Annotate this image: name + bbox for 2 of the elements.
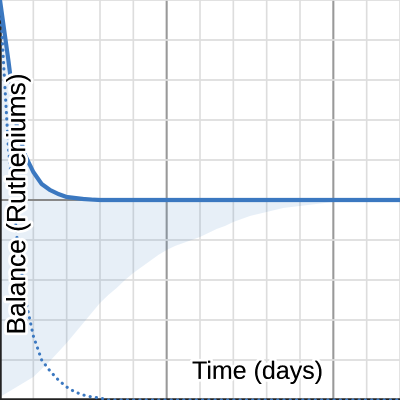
y-axis-title: Balance (Rutheniums) xyxy=(6,75,31,332)
x-axis-title: Time (days) xyxy=(192,360,322,384)
